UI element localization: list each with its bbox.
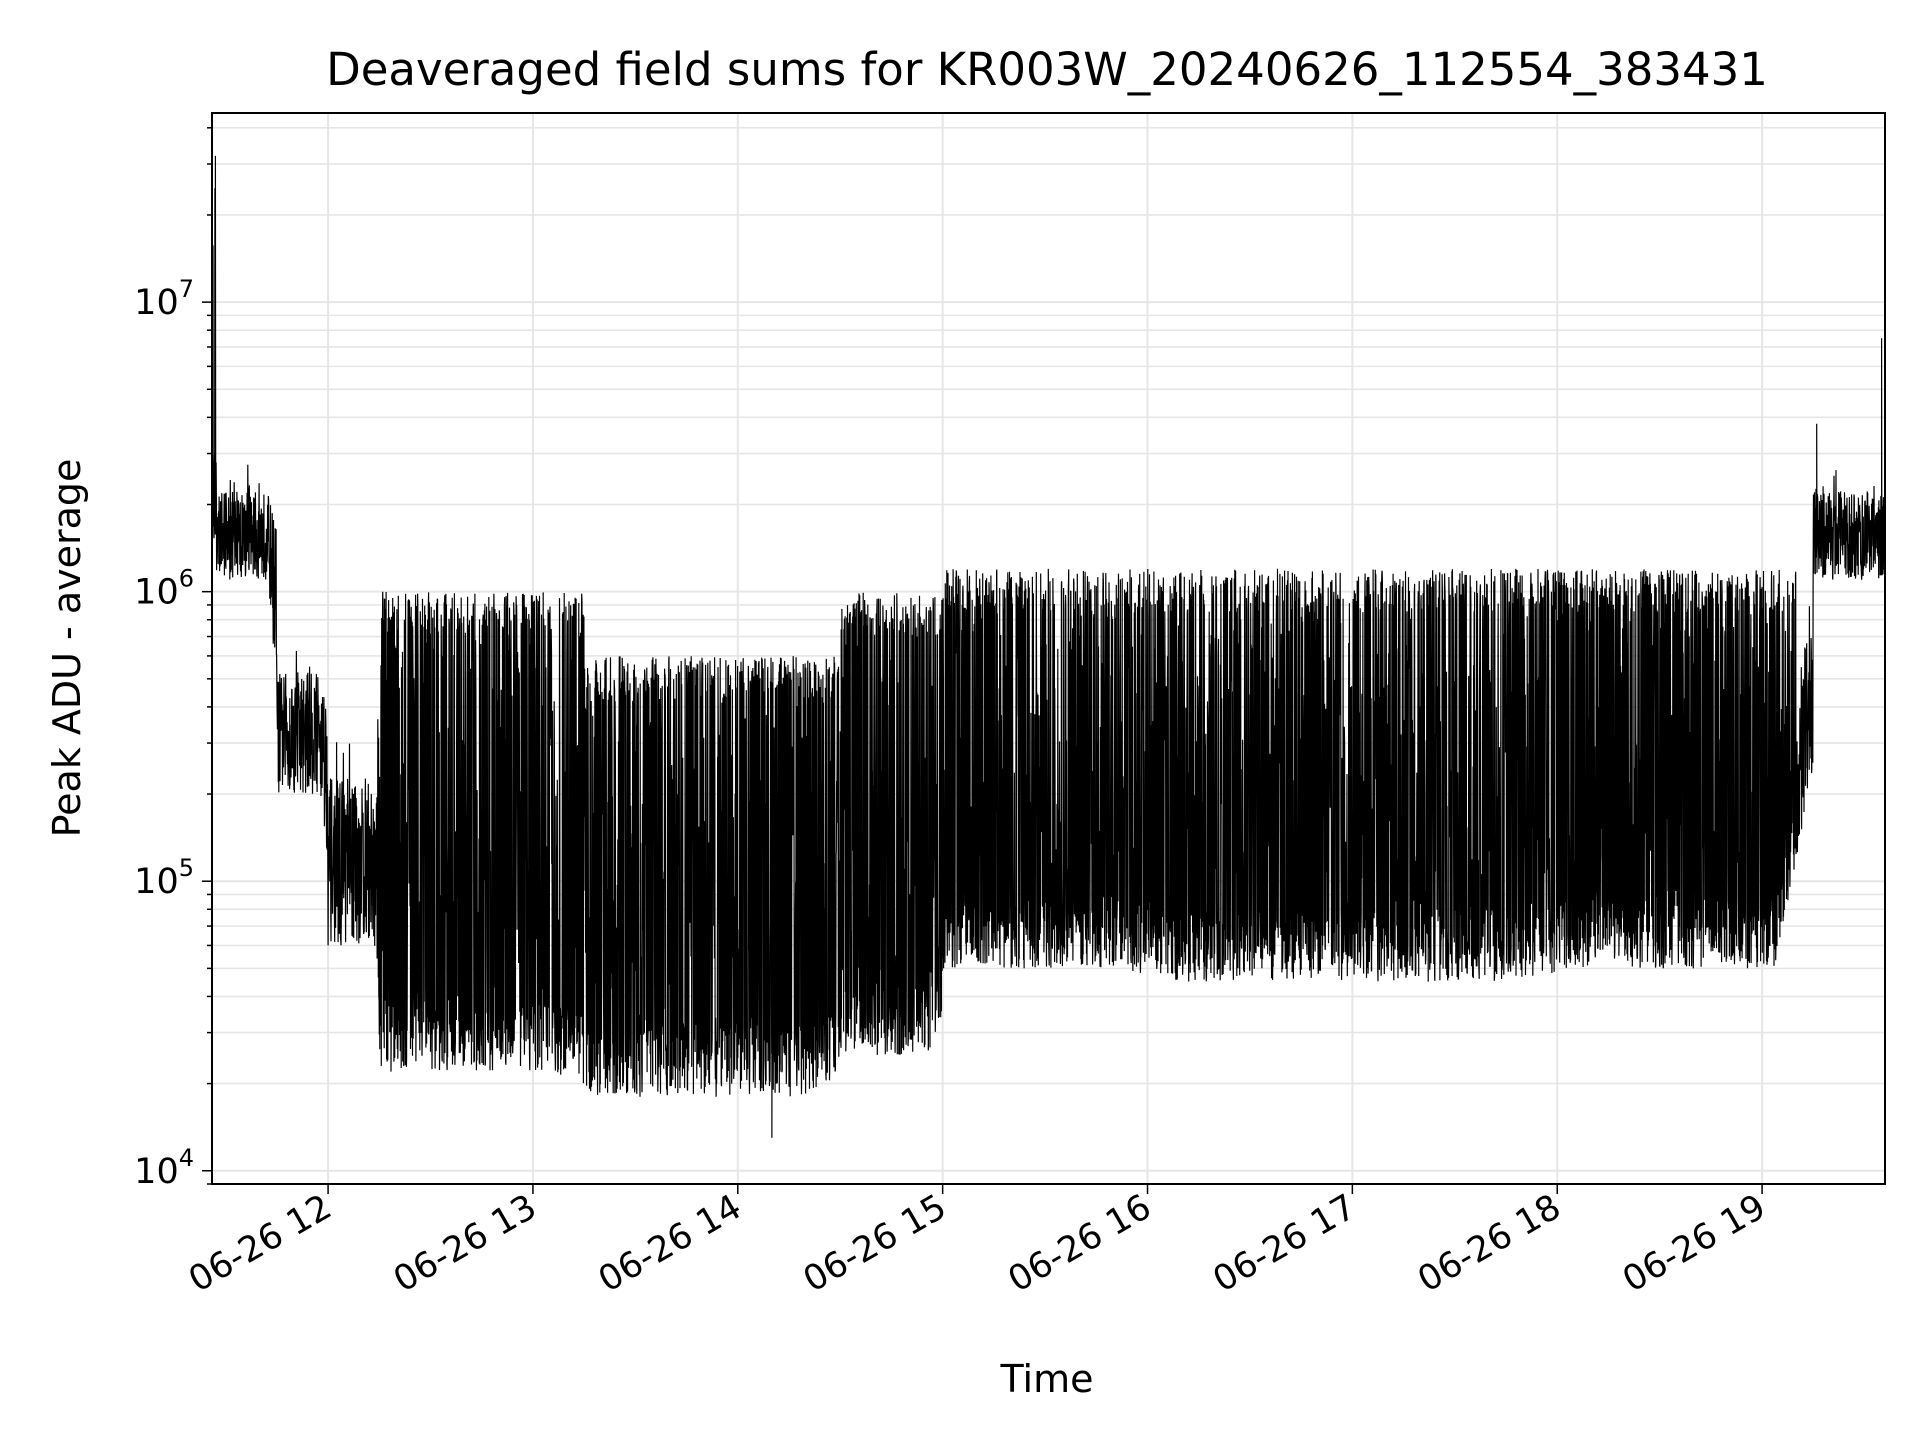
y-tick-base: 10 — [134, 1152, 179, 1192]
y-tick-exponent: 6 — [179, 565, 194, 593]
data-line — [211, 155, 1886, 1138]
y-tick-base: 10 — [134, 573, 179, 613]
series-line — [211, 155, 1886, 1138]
y-tick-label: 105 — [134, 854, 194, 902]
y-tick-exponent: 4 — [179, 1144, 194, 1172]
y-axis-label: Peak ADU - average — [45, 459, 89, 838]
y-tick-exponent: 7 — [179, 275, 194, 303]
y-tick-label: 107 — [134, 275, 194, 323]
y-tick-base: 10 — [134, 283, 179, 323]
x-axis-label: Time — [1000, 1357, 1094, 1401]
y-tick-label: 106 — [134, 565, 194, 613]
y-tick-label: 104 — [134, 1144, 194, 1192]
plot-frame — [211, 112, 1886, 1185]
y-tick-base: 10 — [134, 862, 179, 902]
y-tick-exponent: 5 — [179, 854, 194, 882]
chart-title: Deaveraged field sums for KR003W_2024062… — [326, 43, 1768, 96]
